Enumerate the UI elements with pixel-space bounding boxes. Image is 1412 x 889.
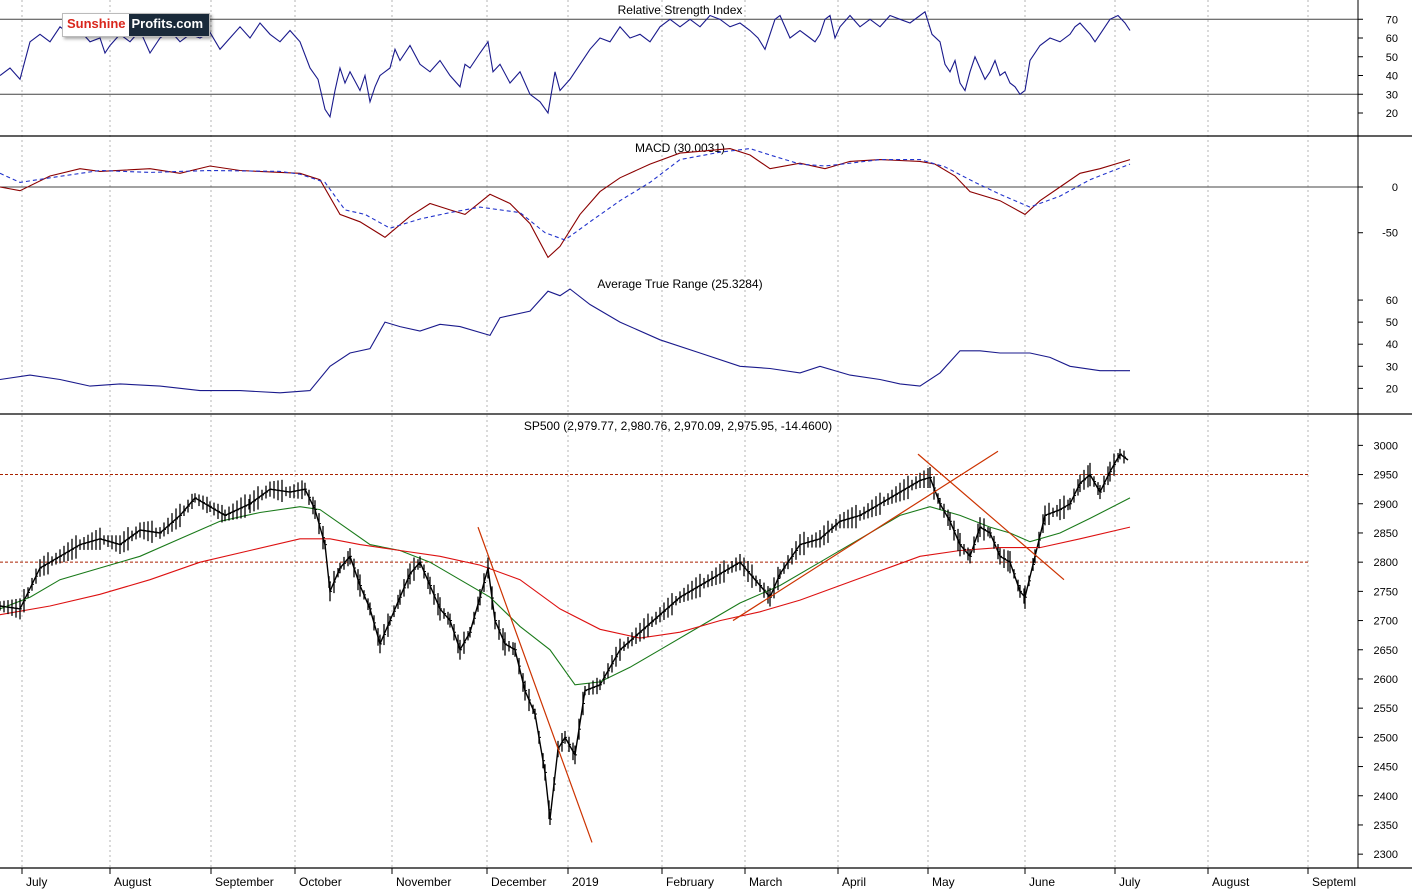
month-label: July [1119,875,1140,889]
month-label: October [299,875,342,889]
rsi-ytick-label: 60 [1386,33,1398,45]
month-label: September [215,875,274,889]
month-label: July [26,875,47,889]
rsi-ytick-label: 40 [1386,71,1398,83]
atr-ytick-label: 40 [1386,339,1398,351]
logo-part-2: Profits.com [128,14,210,36]
trendline [917,453,1065,581]
month-label: December [491,875,546,889]
atr-series-1 [0,288,1130,394]
sp500-ytick-label: 2400 [1374,791,1398,803]
sp500-ytick-label: 2700 [1374,616,1398,628]
sp500-ytick-label: 2500 [1374,732,1398,744]
sp500-ytick-label: 2750 [1374,586,1398,598]
sp500-series-2 [0,497,1131,686]
month-label: May [932,875,955,889]
rsi-ytick-label: 70 [1386,14,1398,26]
atr-title: Average True Range (25.3284) [597,277,762,291]
macd-ytick-label: 0 [1392,182,1398,194]
atr-ytick-label: 30 [1386,361,1398,373]
month-label: June [1029,875,1055,889]
month-label: November [396,875,451,889]
sp500-ytick-label: 2900 [1374,499,1398,511]
month-label: April [842,875,866,889]
rsi-title: Relative Strength Index [618,3,743,17]
month-label: August [114,875,152,889]
macd-panel: MACD (30.0031)-500 [0,141,1398,259]
sp500-ytick-label: 2450 [1374,762,1398,774]
sp500-ytick-label: 2350 [1374,820,1398,832]
month-label: August [1212,875,1250,889]
rsi-ytick-label: 20 [1386,108,1398,120]
month-label: 2019 [572,875,599,889]
month-label: February [666,875,714,889]
macd-ytick-label: -50 [1382,228,1398,240]
logo-part-1: Sunshine [63,14,129,36]
sp500-panel: SP500 (2,979.77, 2,980.76, 2,970.09, 2,9… [0,419,1398,861]
month-label: Septeml [1312,875,1356,889]
sp500-series-3 [0,526,1131,639]
atr-ytick-label: 50 [1386,317,1398,329]
sunshine-profits-logo[interactable]: Sunshine Profits.com [62,13,211,37]
sp500-ytick-label: 2300 [1374,849,1398,861]
month-label: March [749,875,782,889]
rsi-series-1 [0,10,1131,119]
sp500-ytick-label: 2950 [1374,470,1398,482]
trendline [477,526,593,843]
sp500-ytick-label: 2650 [1374,645,1398,657]
sp500-ytick-label: 2850 [1374,528,1398,540]
trendline [732,450,999,622]
price-bars [0,448,1126,825]
sp500-ytick-label: 2800 [1374,557,1398,569]
atr-panel: Average True Range (25.3284) 20 30 40 50 60 [0,277,1398,395]
sp500-ytick-label: 3000 [1374,440,1398,452]
vertical-grid [21,0,1309,868]
sp500-ytick-label: 2600 [1374,674,1398,686]
macd-series-1 [0,148,1131,259]
macd-series-2 [0,148,1131,241]
atr-ytick-label: 60 [1386,295,1398,307]
sp500-ytick-label: 2550 [1374,703,1398,715]
rsi-panel: Relative Strength Index 20 30 40 50 60 70 [0,3,1398,120]
rsi-ytick-label: 50 [1386,52,1398,64]
sp500-title: SP500 (2,979.77, 2,980.76, 2,970.09, 2,9… [524,419,832,433]
atr-ytick-label: 20 [1386,383,1398,395]
rsi-ytick-label: 30 [1386,89,1398,101]
